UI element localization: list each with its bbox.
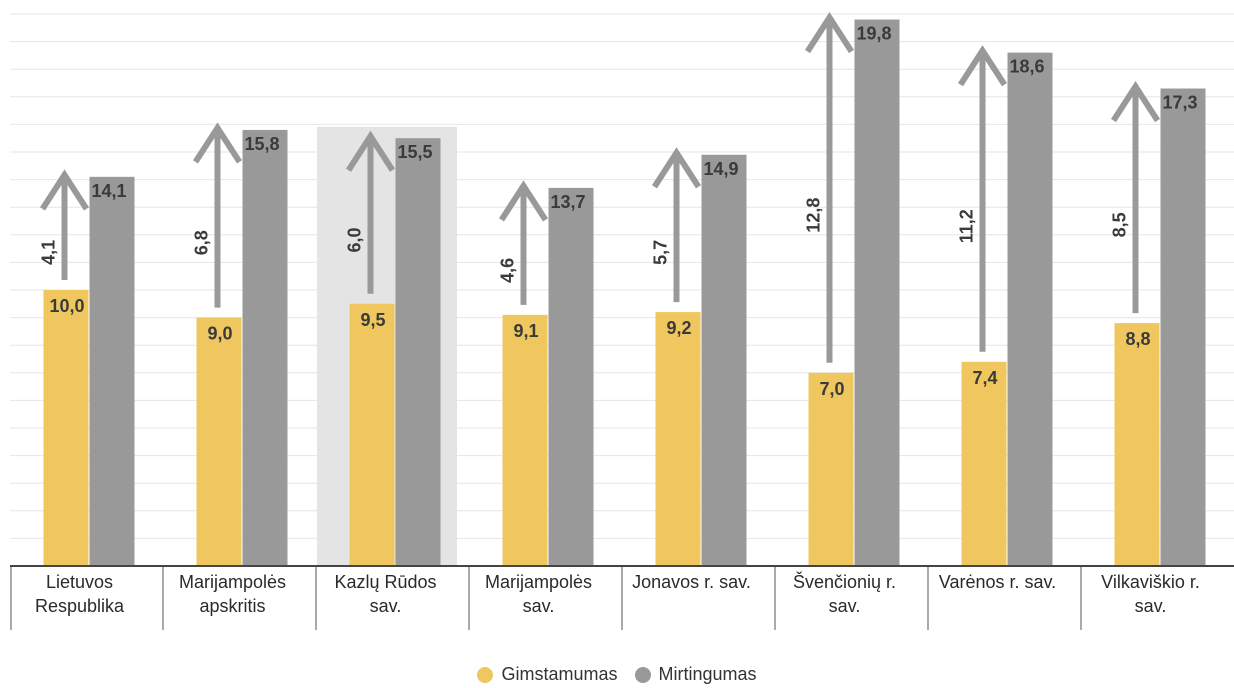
category-label: Kazlų Rūdos [334,572,436,592]
category-label: Vilkaviškio r. [1101,572,1200,592]
bar-mirtingumas [1007,52,1053,566]
difference-arrow-head [498,180,549,222]
category-label: Respublika [35,596,125,616]
difference-arrow-head [957,45,1008,87]
bar-mirtingumas [854,19,900,566]
legend: Gimstamumas Mirtingumas [0,664,1234,688]
bar-gimstamumas [502,314,548,566]
legend-label-gimstamumas: Gimstamumas [501,664,618,684]
difference-label: 6,8 [192,230,212,255]
bar-gimstamumas [196,317,242,566]
chart: 10,0 14,1 4,1 Lietuvos Respublika 9,0 15,8 6,8 M… [10,11,1234,630]
difference-arrow-head [651,147,702,189]
bar-gimstamumas [349,303,395,566]
category-label: Švenčionių r. [793,571,896,592]
data-label-mirtingumas: 15,5 [398,142,433,162]
data-label-mirtingumas: 14,1 [92,181,127,201]
difference-label: 5,7 [651,240,671,265]
bar-mirtingumas [89,176,135,566]
category-label: apskritis [199,596,265,616]
data-label-gimstamumas: 7,0 [819,379,844,399]
data-label-mirtingumas: 15,8 [245,134,280,154]
data-label-mirtingumas: 19,8 [857,24,892,44]
data-label-gimstamumas: 9,2 [666,318,691,338]
category-label: Lietuvos [46,572,113,592]
difference-arrow-head [345,130,396,172]
difference-arrow-head [1110,80,1161,123]
data-label-gimstamumas: 9,5 [360,310,385,330]
data-label-mirtingumas: 14,9 [704,159,739,179]
data-label-gimstamumas: 9,1 [513,321,538,341]
data-label-mirtingumas: 18,6 [1010,57,1045,77]
bar-gimstamumas [808,372,854,566]
bar-mirtingumas [701,154,747,566]
legend-dot-mirtingumas [634,666,651,683]
category-label: Marijampolės [179,572,286,592]
category-label: sav. [370,596,402,616]
difference-label: 6,0 [345,227,365,252]
data-label-gimstamumas: 9,0 [207,324,232,344]
bar-mirtingumas [1160,88,1206,567]
category-label: sav. [829,596,861,616]
difference-label: 12,8 [804,198,824,233]
category-label: Marijampolės [485,572,592,592]
difference-label: 8,5 [1110,212,1130,237]
legend-dot-gimstamumas [477,666,494,683]
data-label-gimstamumas: 8,8 [1125,329,1150,349]
bar-mirtingumas [242,129,288,567]
category-label: Jonavos r. sav. [632,572,751,592]
bar-mirtingumas [395,138,441,566]
category-label: Varėnos r. sav. [939,572,1056,592]
difference-arrow-head [804,11,855,54]
bar-mirtingumas [548,187,594,566]
data-label-gimstamumas: 10,0 [49,296,84,316]
bar-gimstamumas [1114,323,1160,566]
bar-gimstamumas [961,361,1007,566]
legend-item-mirtingumas[interactable]: Mirtingumas [634,664,757,685]
data-label-gimstamumas: 7,4 [972,368,997,388]
difference-arrow-head [39,169,90,211]
legend-label-mirtingumas: Mirtingumas [658,664,757,684]
difference-label: 4,1 [39,240,59,265]
legend-item-gimstamumas[interactable]: Gimstamumas [477,664,617,685]
data-label-mirtingumas: 13,7 [551,192,586,212]
difference-label: 11,2 [957,209,977,243]
data-label-mirtingumas: 17,3 [1163,93,1198,113]
bar-gimstamumas [43,290,89,566]
bar-gimstamumas [655,312,701,566]
category-label: sav. [1135,596,1167,616]
category-label: sav. [523,596,555,616]
difference-arrow-head [192,122,243,164]
difference-label: 4,6 [498,258,518,283]
